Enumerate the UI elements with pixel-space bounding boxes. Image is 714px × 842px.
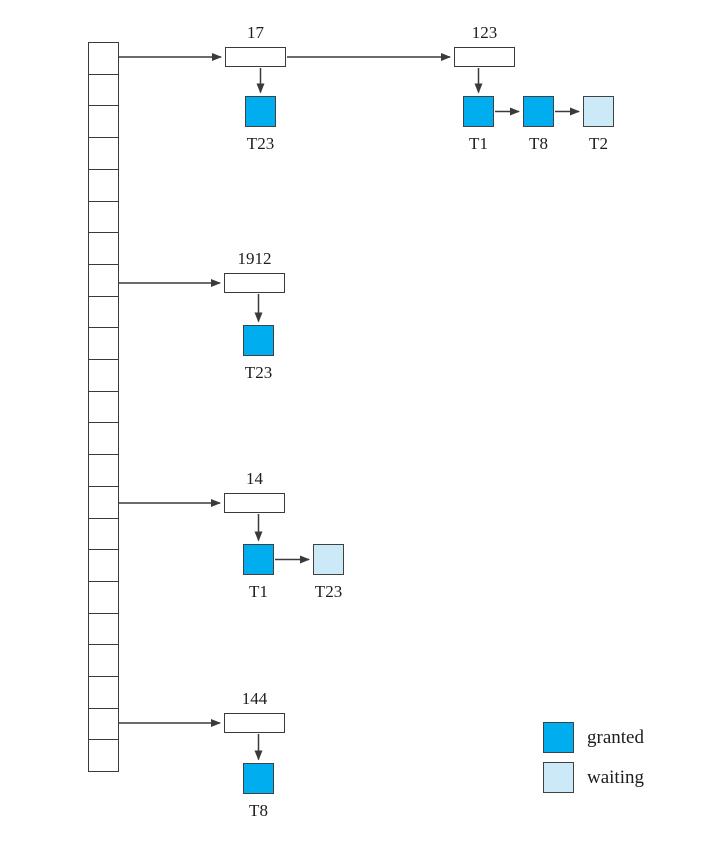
lock-record-id: 123 — [471, 23, 498, 42]
transaction-label: T1 — [469, 134, 488, 153]
lock-square-waiting — [583, 96, 614, 127]
hash-table-cell — [89, 106, 118, 139]
hash-table-cell — [89, 170, 118, 202]
legend-row-waiting: waiting — [543, 762, 644, 793]
hash-table-cell — [89, 75, 118, 107]
hash-table-cell — [89, 740, 118, 771]
hash-table-cell — [89, 138, 118, 170]
lock-hash-table — [88, 42, 119, 772]
hash-table-cell — [89, 297, 118, 329]
hash-table-cell — [89, 550, 118, 582]
hash-table-cell — [89, 645, 118, 678]
hash-table-cell — [89, 614, 118, 646]
lock-square-granted — [245, 96, 276, 127]
hash-table-cell — [89, 360, 118, 392]
lock-square-waiting — [313, 544, 344, 575]
lock-record-box — [224, 493, 285, 513]
lock-square-granted — [243, 544, 274, 575]
hash-table-cell — [89, 423, 118, 456]
lock-record-id: 14 — [246, 469, 263, 488]
lock-record-box — [225, 47, 286, 67]
hash-table-cell — [89, 392, 118, 424]
transaction-label: T23 — [314, 582, 343, 601]
lock-record-box — [224, 713, 285, 733]
legend-row-granted: granted — [543, 722, 644, 753]
legend-granted-label: granted — [587, 726, 644, 748]
lock-record-id: 17 — [247, 23, 264, 42]
lock-record-box — [224, 273, 285, 293]
lock-square-granted — [523, 96, 554, 127]
hash-table-cell — [89, 677, 118, 709]
hash-table-cell — [89, 43, 118, 75]
lock-record-box — [454, 47, 515, 67]
hash-table-cell — [89, 328, 118, 361]
hash-table-cell — [89, 455, 118, 487]
transaction-label: T8 — [529, 134, 548, 153]
lock-square-granted — [463, 96, 494, 127]
hash-table-cell — [89, 265, 118, 297]
granted-swatch-icon — [543, 722, 574, 753]
transaction-label: T2 — [589, 134, 608, 153]
lock-square-granted — [243, 763, 274, 794]
transaction-label: T8 — [249, 801, 268, 820]
hash-table-cell — [89, 487, 118, 519]
hash-table-cell — [89, 519, 118, 551]
legend-waiting-label: waiting — [587, 766, 644, 788]
lock-square-granted — [243, 325, 274, 356]
hash-table-cell — [89, 233, 118, 265]
waiting-swatch-icon — [543, 762, 574, 793]
hash-table-cell — [89, 709, 118, 741]
transaction-label: T23 — [246, 134, 275, 153]
legend: granted waiting — [543, 722, 703, 794]
hash-table-cell — [89, 202, 118, 234]
transaction-label: T1 — [249, 582, 268, 601]
hash-table-cell — [89, 582, 118, 614]
lock-record-id: 144 — [241, 689, 268, 708]
lock-record-id: 1912 — [237, 249, 272, 268]
transaction-label: T23 — [244, 363, 273, 382]
